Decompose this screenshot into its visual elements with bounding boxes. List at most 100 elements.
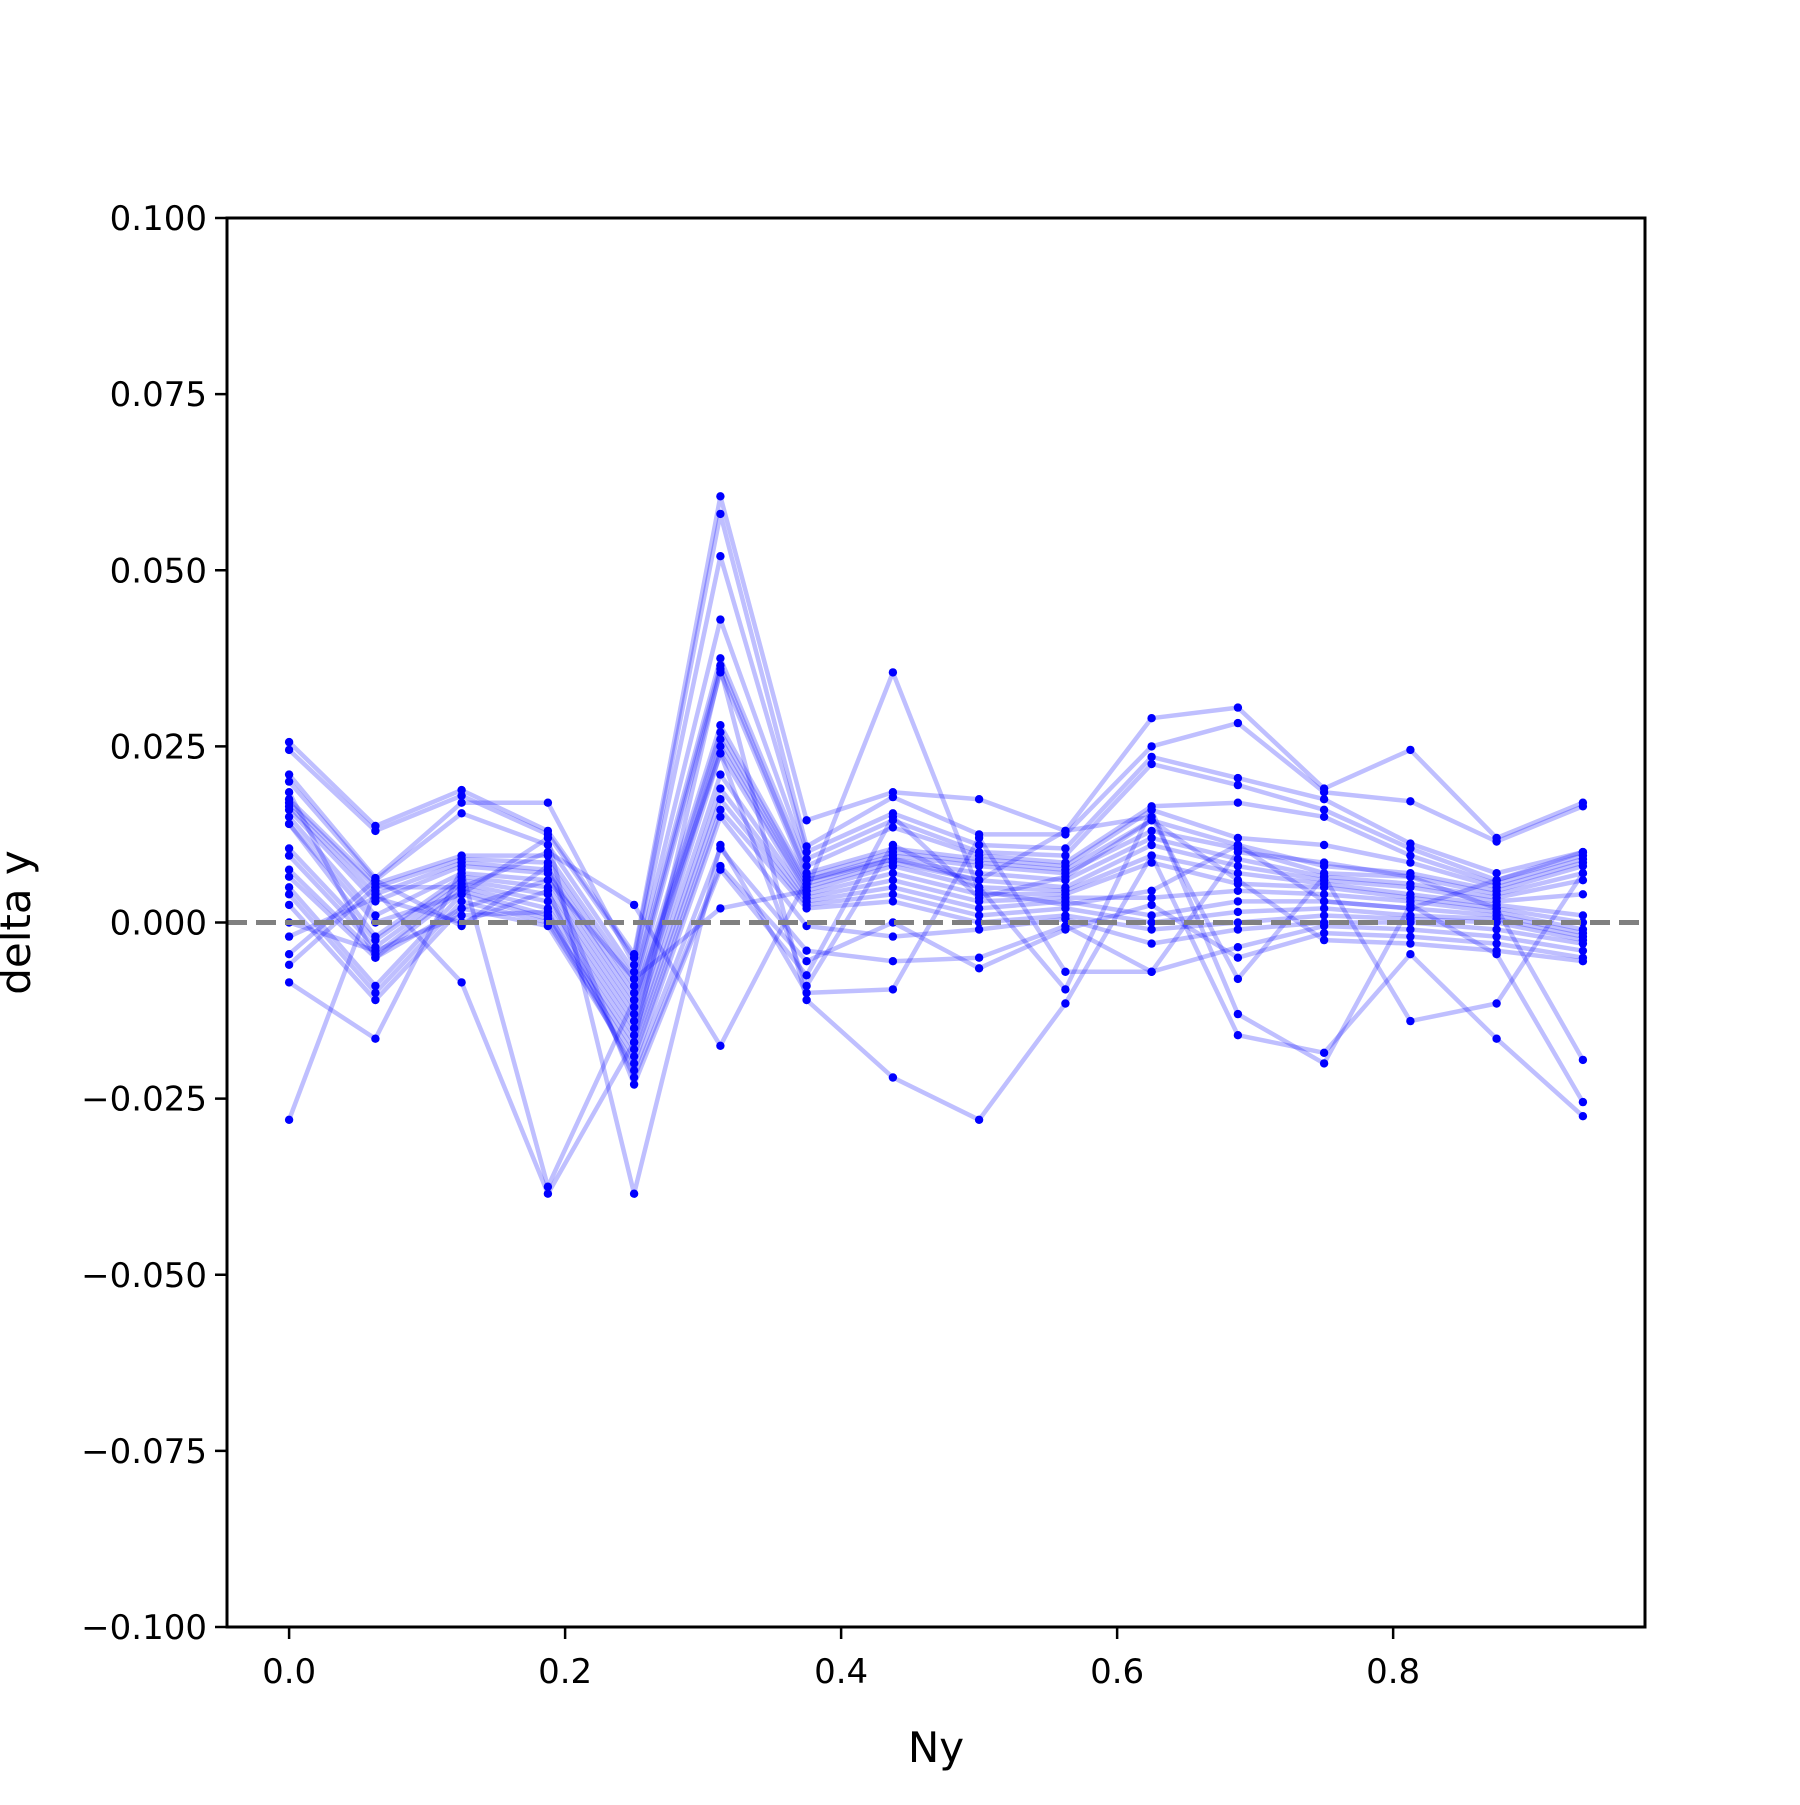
data-point [1319, 1048, 1329, 1058]
data-point [1319, 921, 1329, 931]
series-line-5 [287, 656, 1584, 982]
data-point [629, 1189, 639, 1198]
data-point [1147, 858, 1156, 867]
y-tick-label: 0.050 [110, 551, 207, 591]
data-point [1147, 939, 1156, 948]
data-point [1061, 851, 1070, 860]
series-line-15 [287, 796, 1584, 1052]
data-point [1578, 876, 1588, 885]
data-point [974, 876, 984, 885]
data-point [629, 900, 639, 910]
marker-layer [284, 492, 1588, 1198]
data-point [1233, 869, 1243, 878]
y-tick-label: −0.100 [81, 1608, 207, 1648]
series-line-14 [287, 786, 1584, 1045]
data-point [802, 946, 811, 955]
data-point [629, 1052, 639, 1061]
data-point [629, 1080, 639, 1089]
data-point [1492, 904, 1501, 913]
data-point [974, 840, 984, 850]
data-point [371, 953, 380, 962]
data-point [716, 904, 725, 913]
data-point [284, 890, 294, 899]
series-line-4 [287, 617, 1584, 975]
data-point [716, 805, 725, 814]
data-point [1147, 900, 1156, 910]
series-line-2 [287, 511, 1584, 960]
data-point [1147, 805, 1156, 814]
data-point [1319, 935, 1329, 945]
data-point [284, 819, 294, 829]
series-line-10 [287, 737, 1584, 1017]
data-point [1061, 985, 1070, 994]
data-point [1233, 925, 1243, 934]
data-point [716, 770, 725, 779]
data-point [629, 1073, 639, 1082]
data-point [371, 935, 380, 945]
data-point [888, 985, 898, 994]
data-point [629, 1009, 639, 1019]
x-axis-title: Ny [908, 1723, 964, 1772]
data-point [1061, 925, 1070, 934]
data-point [629, 967, 639, 976]
data-point [1061, 826, 1070, 836]
data-point [1492, 837, 1501, 846]
data-point [1147, 886, 1156, 895]
data-point [1233, 703, 1243, 712]
data-point [1406, 858, 1415, 867]
data-point [974, 869, 984, 878]
series-line-18 [288, 846, 1584, 1073]
data-point [1492, 869, 1501, 878]
data-point [802, 957, 811, 966]
data-point [1147, 851, 1156, 860]
data-point [1319, 897, 1329, 906]
data-point [1147, 840, 1156, 850]
series-line-13 [287, 772, 1584, 1038]
series-layer [286, 494, 1585, 1196]
data-point [1578, 946, 1588, 955]
data-point [371, 886, 380, 895]
series-line-9 [287, 730, 1584, 1010]
series-line-22 [287, 751, 1585, 1189]
data-point [716, 840, 725, 850]
data-point [543, 886, 553, 895]
series-line-19 [288, 863, 1584, 1080]
data-point [1233, 718, 1243, 728]
data-point [1492, 918, 1501, 927]
data-point [371, 911, 380, 920]
data-point [371, 1034, 380, 1043]
data-point [1319, 1059, 1329, 1068]
data-point [888, 883, 898, 892]
data-point [888, 792, 898, 802]
data-point [1492, 999, 1501, 1008]
data-point [802, 816, 811, 825]
y-tick-label: −0.050 [81, 1256, 207, 1296]
data-point [802, 854, 811, 864]
data-point [1147, 714, 1156, 723]
data-point [1233, 833, 1243, 843]
data-point [1319, 883, 1329, 892]
data-point [284, 812, 294, 821]
data-point [1492, 932, 1501, 941]
data-point [888, 890, 898, 899]
data-point [543, 1189, 553, 1198]
data-point [1406, 872, 1415, 881]
data-point [1061, 999, 1070, 1008]
data-point [543, 1182, 553, 1191]
data-point [802, 988, 811, 998]
x-tick-label: 0.2 [538, 1652, 592, 1692]
data-point [284, 932, 294, 941]
data-point [1233, 974, 1243, 984]
data-point [1406, 745, 1415, 755]
data-point [716, 795, 725, 804]
x-tick-label: 0.8 [1366, 1652, 1420, 1692]
data-point [284, 770, 294, 779]
data-point [802, 904, 811, 913]
data-point [974, 925, 984, 934]
series-line-23 [286, 666, 1585, 1196]
data-point [371, 981, 380, 991]
data-point [1578, 802, 1588, 811]
y-tick-label: 0.000 [110, 904, 207, 944]
data-point [629, 1066, 639, 1075]
